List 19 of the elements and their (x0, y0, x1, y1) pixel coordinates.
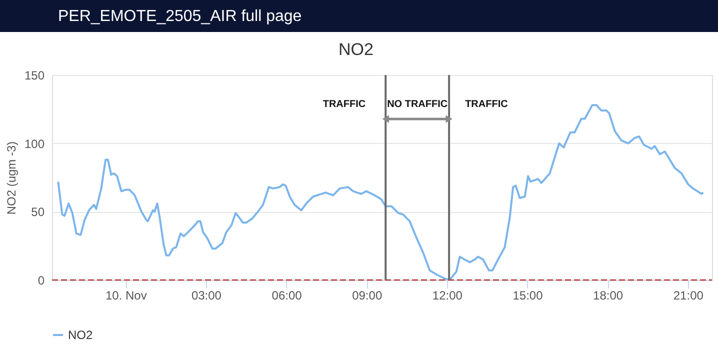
x-tick-label: 21:00 (673, 288, 704, 302)
x-tick-label: 09:00 (352, 288, 382, 302)
chart-subtitle: NO2 (338, 40, 374, 59)
x-tick-label: 06:00 (272, 288, 302, 302)
y-tick-label: 100 (24, 136, 45, 151)
annotation: TRAFFIC (322, 99, 366, 110)
x-tick-label: 10. Nov (105, 288, 147, 302)
annotation: NO TRAFFIC (387, 99, 448, 110)
y-axis-title: NO2 (ugm -3) (4, 141, 18, 215)
y-tick-label: 0 (38, 274, 45, 288)
annotation: TRAFFIC (465, 99, 508, 110)
y-tick-label: 50 (31, 205, 45, 220)
y-tick-label: 150 (24, 68, 45, 82)
chart-title: PER_EMOTE_2505_AIR full page (58, 8, 302, 25)
legend-label: NO2 (68, 328, 93, 342)
x-tick-label: 12:00 (432, 288, 463, 302)
x-tick-label: 15:00 (512, 288, 544, 302)
x-tick-label: 03:00 (191, 288, 222, 302)
x-tick-label: 18:00 (593, 288, 624, 302)
